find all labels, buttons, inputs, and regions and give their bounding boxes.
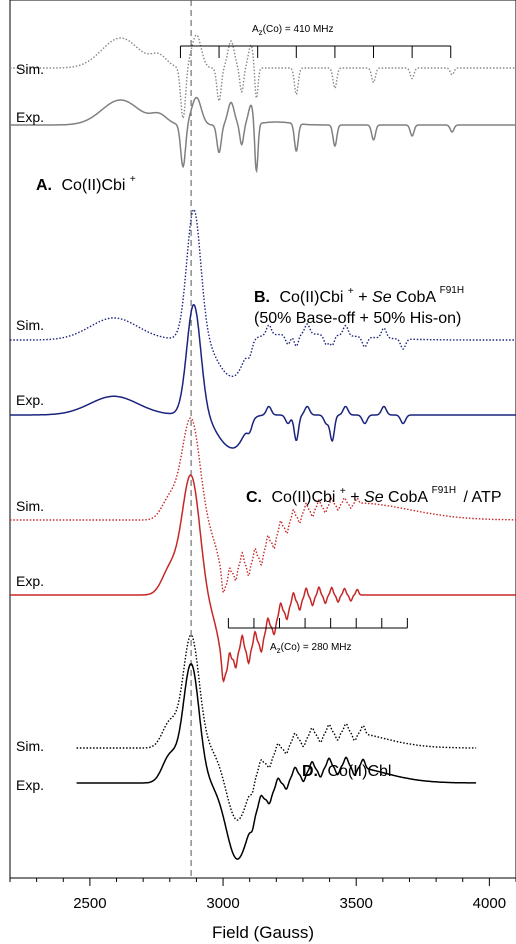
series-label-d-exp: Exp. [16,777,44,793]
panel-d-title: D. Co(II)Cbl [302,763,391,780]
x-tick-label: 3500 [340,895,373,912]
panel-a-name: Co(II)Cbi [61,177,125,194]
trace-panel-c-exp [10,474,516,683]
x-axis-ticks: 2500 3000 3500 4000 [9,878,516,912]
panel-a-letter: A. [36,177,52,194]
series-label-a-exp: Exp. [16,109,44,125]
panel-a-labels: Sim. Exp. A. Co(II)Cbi + [16,61,136,194]
plot-frame [9,0,516,879]
panel-b-join: + [358,289,372,306]
panel-a-sup: + [130,174,136,185]
panel-b-subtitle: (50% Base-off + 50% His-on) [254,310,461,327]
trace-panel-d-exp [76,662,477,860]
panel-c-labels: Sim. Exp. C. Co(II)Cbi + + Se CobA F91H … [16,480,501,589]
series-label-a-sim: Sim. [16,61,44,77]
panel-d-labels: Sim. Exp. D. Co(II)Cbl [16,738,391,793]
panel-b-labels: Sim. Exp. B. Co(II)Cbi + + Se CobA F91H … [16,281,464,408]
panel-c-letter: C. [246,489,262,506]
series-label-b-exp: Exp. [16,392,44,408]
ladder-a-label: Az(Co) = 410 MHz [252,24,334,37]
x-axis-label: Field (Gauss) [212,923,314,942]
panel-b-rest-sup: F91H [440,285,464,296]
panel-d-name: Co(II)Cbl [327,763,391,780]
x-tick-label: 2500 [73,895,106,912]
trace-panel-d-sim [76,634,477,821]
trace-panel-b-exp [10,303,516,449]
panel-d-letter: D. [302,763,318,780]
x-tick-label: 3000 [206,895,239,912]
traces [10,34,516,860]
trace-panel-a-exp [10,96,516,174]
panel-c-rest-sup: F91H [432,485,456,496]
panel-b-title: B. Co(II)Cbi + + Se CobA F91H [254,281,464,306]
series-label-c-sim: Sim. [16,498,44,514]
ladder-b-label: Az(Co) = 280 MHz [270,642,352,655]
panel-c-italic: Se [364,489,384,506]
panel-b-italic: Se [372,289,392,306]
panel-c-title: C. Co(II)Cbi + + Se CobA F91H / ATP [246,480,501,506]
x-tick-label: 4000 [473,895,506,912]
series-label-c-exp: Exp. [16,573,44,589]
panel-b-letter: B. [254,289,270,306]
series-label-b-sim: Sim. [16,317,44,333]
panel-b-rest: CobA [396,289,436,306]
panel-b-sup: + [348,286,354,297]
panel-c-sup: + [340,486,346,497]
panel-c-name: Co(II)Cbi [271,489,335,506]
hyperfine-ladders [179,45,452,629]
panel-c-join: + [350,489,364,506]
panel-c-tail: / ATP [464,489,502,506]
panel-c-rest: CobA [388,489,428,506]
trace-panel-a-sim [10,34,516,121]
panel-a-title: A. Co(II)Cbi + [36,174,136,194]
series-label-d-sim: Sim. [16,738,44,754]
panel-b-name: Co(II)Cbi [279,289,343,306]
